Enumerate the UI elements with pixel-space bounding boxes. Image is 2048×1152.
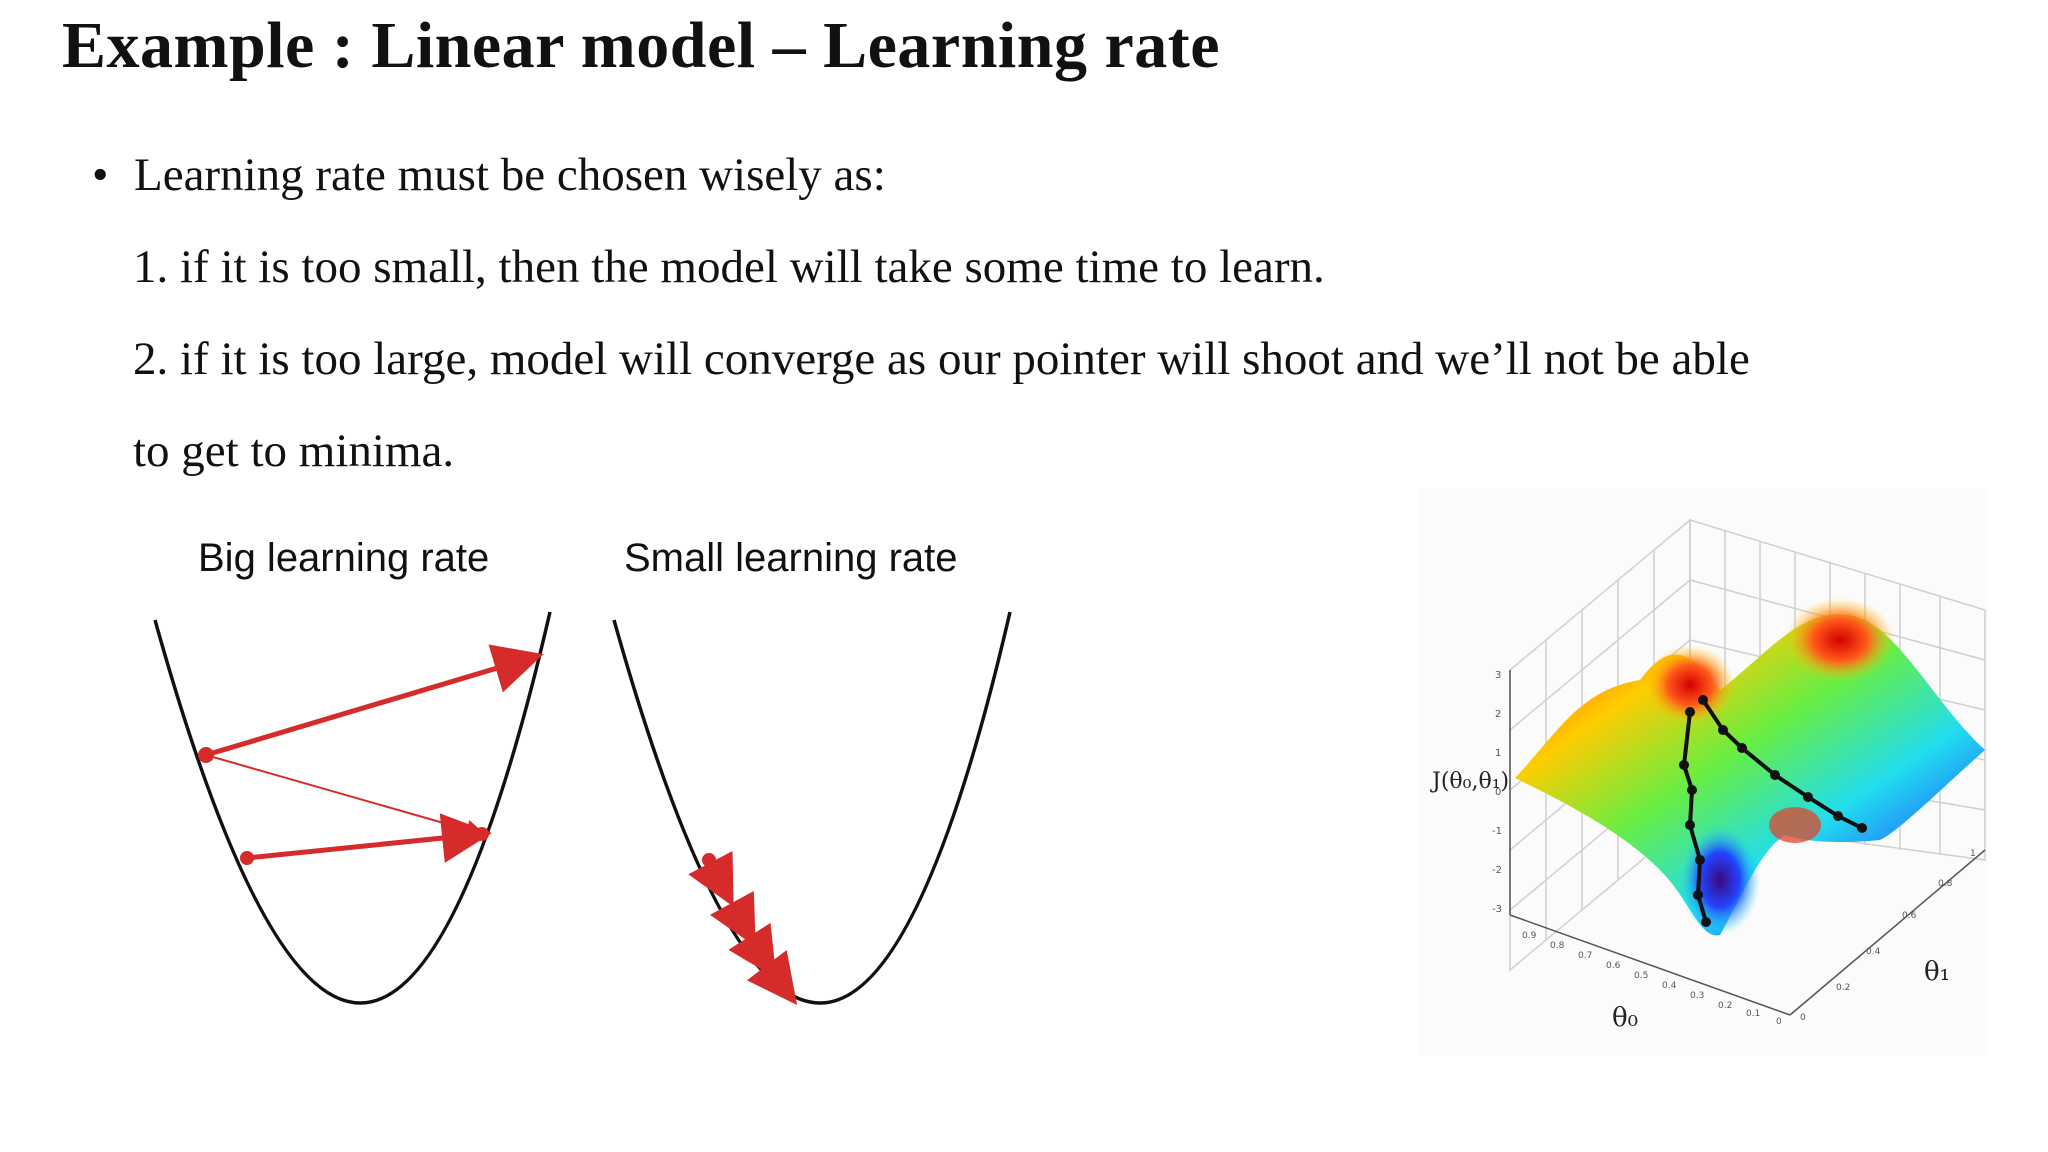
big-learning-rate-label: Big learning rate: [198, 536, 490, 580]
small-point-1: [702, 853, 716, 867]
big-point-2: [240, 851, 254, 865]
x-tick: 0.7: [1578, 951, 1592, 961]
y-tick: 0.6: [1902, 911, 1917, 921]
surface-side-valley: [1769, 807, 1821, 843]
x-tick: 0.6: [1606, 961, 1621, 971]
z-tick: 3: [1495, 670, 1501, 681]
big-learning-rate-figure: [153, 611, 552, 1005]
small-learning-rate-figure: [612, 611, 1012, 1005]
z-tick: 1: [1495, 748, 1501, 759]
z-tick: 0: [1495, 787, 1501, 798]
x-tick: 0: [1776, 1017, 1782, 1027]
surface-valley: [1680, 825, 1760, 935]
x-axis-label: θ₀: [1612, 1003, 1638, 1033]
bullet-text: Learning rate must be chosen wisely as:: [134, 149, 886, 201]
surface-axes: [1509, 670, 1986, 1016]
small-step-4: [746, 950, 798, 1005]
bullet-dot: •: [92, 149, 109, 201]
big-point-1: [198, 747, 214, 763]
x-tick: 0.8: [1550, 941, 1565, 951]
descent-markers: [1679, 695, 1867, 927]
z-tick: 2: [1495, 709, 1501, 720]
x-tick: 0.1: [1746, 1009, 1760, 1019]
y-tick: 1: [1970, 849, 1976, 859]
surface-plot-figure: J(θ₀,θ₁) θ₀ θ₁ 3 2 1 0 -1 -2 -3 0.9 0.8 …: [1418, 488, 1988, 1056]
x-tick: 0.2: [1718, 1001, 1732, 1011]
x-tick: 0.9: [1522, 931, 1537, 941]
small-parabola-curve: [612, 611, 1012, 1005]
bullet-item: • Learning rate must be chosen wisely as:: [92, 148, 886, 202]
small-learning-rate-label: Small learning rate: [624, 536, 958, 580]
surface-peak-right: [1785, 598, 1895, 682]
surface-body: [1515, 614, 1985, 936]
z-axis-label: J(θ₀,θ₁): [1430, 769, 1509, 794]
x-tick: 0.3: [1690, 991, 1704, 1001]
y-tick: 0: [1800, 1013, 1806, 1023]
y-axis-label: θ₁: [1924, 957, 1950, 987]
big-parabola-curve: [153, 611, 552, 1005]
big-arrow-3: [246, 813, 492, 863]
y-tick: 0.8: [1938, 879, 1953, 889]
z-tick: -3: [1492, 904, 1502, 915]
big-arrow-2: [205, 754, 486, 840]
big-arrow-1: [205, 644, 544, 758]
z-tick: -2: [1492, 865, 1502, 876]
big-point-3: [475, 827, 489, 841]
x-tick: 0.5: [1634, 971, 1648, 981]
surface-peak-left: [1645, 645, 1735, 725]
y-tick: 0.4: [1866, 947, 1881, 957]
y-tick: 0.2: [1836, 983, 1850, 993]
slide-title: Example : Linear model – Learning rate: [62, 9, 1221, 82]
z-tick: -1: [1492, 826, 1502, 837]
x-tick: 0.4: [1662, 981, 1677, 991]
point-2: 2. if it is too large, model will conver…: [133, 333, 1750, 385]
point-1: 1. if it is too small, then the model wi…: [133, 241, 1325, 293]
point-2-continuation: to get to minima.: [133, 425, 455, 477]
